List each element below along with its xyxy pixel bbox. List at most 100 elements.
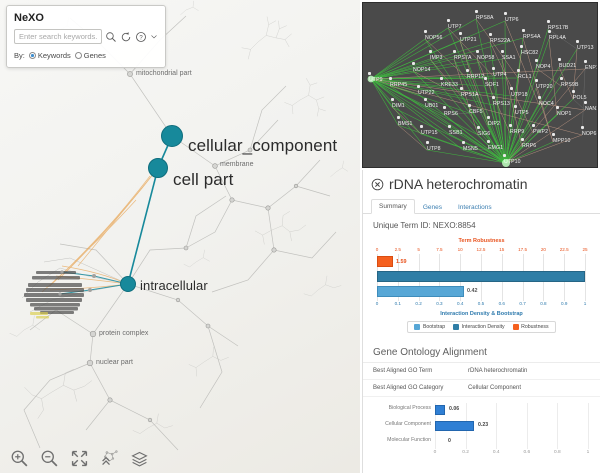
gene-node[interactable] (424, 98, 427, 101)
gene-label: NOP56 (425, 35, 443, 41)
gene-node[interactable] (417, 85, 420, 88)
gene-node[interactable] (558, 58, 561, 61)
gene-node[interactable] (468, 104, 471, 107)
gene-node[interactable] (420, 125, 423, 128)
gene-node[interactable] (476, 50, 479, 53)
search-panel[interactable]: NeXO ? By: (6, 5, 166, 68)
zoom-in-icon[interactable] (10, 449, 29, 468)
network-node-cell-part[interactable] (148, 158, 168, 178)
gene-node[interactable] (501, 50, 504, 53)
gene-node[interactable] (538, 96, 541, 99)
axis-tick-top: 10 (457, 247, 463, 252)
gene-node[interactable] (576, 40, 579, 43)
gene-node[interactable] (389, 77, 392, 80)
radio-keywords[interactable]: Keywords (28, 51, 71, 60)
value-best-aligned-go-category: Cellular Component (468, 385, 522, 391)
gene-node[interactable] (462, 141, 465, 144)
help-icon[interactable]: ? (135, 31, 147, 43)
gene-node[interactable] (492, 96, 495, 99)
go-row-molecular-function: Molecular Function 0 (373, 435, 592, 449)
network-node-intracellular[interactable] (120, 276, 136, 292)
gene-label: NOP14 (413, 67, 431, 73)
gene-node[interactable] (521, 138, 524, 141)
gene-node[interactable] (443, 106, 446, 109)
gene-label: IMP3 (430, 55, 443, 61)
gene-node[interactable] (535, 59, 538, 62)
gene-node[interactable] (581, 126, 584, 129)
gene-node[interactable] (460, 87, 463, 90)
gene-node[interactable] (466, 69, 469, 72)
network-toolbar[interactable] (0, 443, 360, 473)
gene-node[interactable] (484, 77, 487, 80)
term-detail-panel[interactable]: rDNA heterochromatin Summary Genes Inter… (362, 170, 600, 473)
chevron-down-icon[interactable] (150, 31, 158, 43)
search-input[interactable] (14, 29, 102, 44)
radio-keywords-dot[interactable] (28, 52, 36, 59)
gene-interaction-panel[interactable]: UTP9 RPS8A UTP6 UTP7 RPS17B NOP56 UTP21 RPS22A R… (362, 2, 598, 168)
gene-label: UB01 (425, 103, 439, 109)
gene-node[interactable] (424, 30, 427, 33)
gene-interaction-graph[interactable] (363, 3, 598, 168)
gene-node[interactable] (459, 32, 462, 35)
gene-node[interactable] (548, 30, 551, 33)
gene-node[interactable] (572, 90, 575, 93)
gene-node[interactable] (503, 154, 506, 157)
gene-label: RPS17B (548, 25, 569, 31)
radio-genes[interactable]: Genes (74, 51, 106, 60)
gene-node[interactable] (477, 126, 480, 129)
gene-node[interactable] (520, 45, 523, 48)
gene-node[interactable] (560, 77, 563, 80)
go-track-cellular-component: 0.23 (435, 419, 588, 433)
gene-node[interactable] (453, 50, 456, 53)
gene-node[interactable] (510, 87, 513, 90)
page-title: rDNA heterochromatin (389, 176, 528, 192)
gene-node[interactable] (556, 106, 559, 109)
gene-label: RPS6 (444, 111, 458, 117)
gene-node[interactable] (487, 140, 490, 143)
gene-node[interactable] (429, 50, 432, 53)
gene-node[interactable] (522, 29, 525, 32)
gene-node[interactable] (532, 124, 535, 127)
go-axis-tick: 0.2 (462, 450, 469, 455)
gene-node[interactable] (584, 101, 587, 104)
gene-node[interactable] (514, 105, 517, 108)
gene-node[interactable] (391, 98, 394, 101)
radio-genes-dot[interactable] (74, 52, 82, 59)
gene-node[interactable] (487, 116, 490, 119)
ontology-network-panel[interactable]: cellular_component cell part intracellul… (0, 0, 360, 473)
tab-interactions[interactable]: Interactions (457, 204, 492, 211)
gene-node[interactable] (448, 125, 451, 128)
zoom-out-icon[interactable] (40, 449, 59, 468)
fit-to-screen-icon[interactable] (70, 449, 89, 468)
gene-node[interactable] (489, 33, 492, 36)
gene-node[interactable] (492, 67, 495, 70)
gene-node[interactable] (397, 116, 400, 119)
refresh-icon[interactable] (120, 31, 132, 43)
collapse-icon[interactable] (100, 449, 119, 468)
search-icon[interactable] (105, 31, 117, 43)
close-circle-icon[interactable] (371, 178, 384, 191)
gene-node[interactable] (584, 60, 587, 63)
axis-tick-bottom: 0 (375, 301, 379, 306)
gene-node[interactable] (547, 20, 550, 23)
layers-icon[interactable] (130, 449, 149, 468)
gene-node[interactable] (509, 124, 512, 127)
gene-node[interactable] (504, 12, 507, 15)
gene-node[interactable] (475, 10, 478, 13)
gene-label: RPS9B (561, 82, 579, 88)
gene-node[interactable] (517, 69, 520, 72)
gene-node[interactable] (368, 72, 371, 75)
detail-tabs[interactable]: Summary Genes Interactions (363, 195, 600, 214)
tab-genes[interactable]: Genes (422, 204, 442, 211)
gene-node[interactable] (426, 141, 429, 144)
tab-summary[interactable]: Summary (371, 199, 415, 214)
gene-node[interactable] (412, 62, 415, 65)
network-node-cellular-component[interactable] (161, 125, 183, 147)
gene-node[interactable] (552, 133, 555, 136)
gene-node[interactable] (535, 79, 538, 82)
gene-node[interactable] (447, 19, 450, 22)
gene-label: RPS4A (523, 34, 541, 40)
go-chart-axis: 0 0.2 0.4 0.6 0.8 1 (434, 450, 590, 458)
go-value-molecular-function: 0 (448, 438, 451, 444)
gene-node[interactable] (440, 77, 443, 80)
